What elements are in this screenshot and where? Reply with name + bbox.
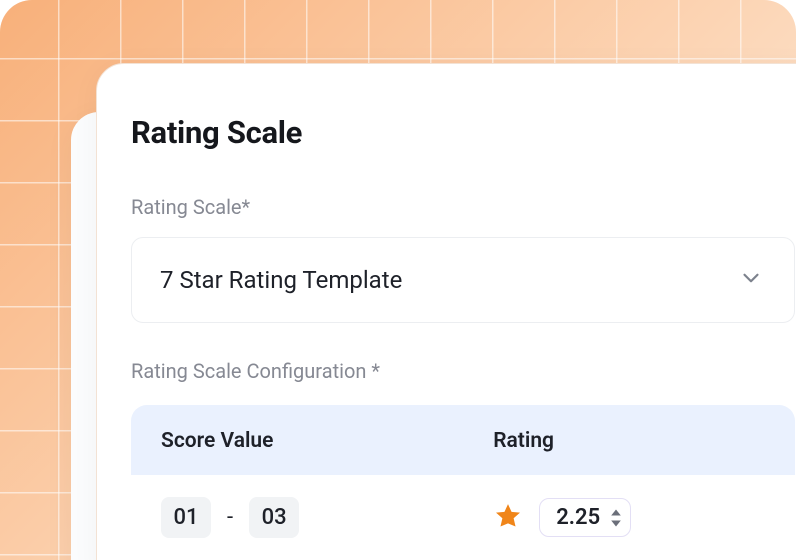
chevron-down-icon xyxy=(738,265,764,295)
column-header-rating: Rating xyxy=(493,429,765,453)
table-header-row: Score Value Rating xyxy=(131,405,795,475)
rating-cell: 2.25 xyxy=(493,498,765,537)
config-table: Score Value Rating 01 - 03 2.25 xyxy=(131,405,795,560)
stepper-down-icon[interactable] xyxy=(610,519,622,528)
background-stage: Rating Scale Rating Scale* 7 Star Rating… xyxy=(0,0,796,560)
score-from-input[interactable]: 01 xyxy=(161,497,211,538)
rating-scale-select-value: 7 Star Rating Template xyxy=(160,266,402,294)
config-section-label: Rating Scale Configuration * xyxy=(131,359,795,383)
score-value-cell: 01 - 03 xyxy=(161,497,493,538)
star-icon xyxy=(493,501,523,535)
panel-title: Rating Scale xyxy=(131,114,795,151)
score-to-input[interactable]: 03 xyxy=(249,497,299,538)
rating-scale-field-label: Rating Scale* xyxy=(131,195,795,219)
rating-scale-select[interactable]: 7 Star Rating Template xyxy=(131,237,795,323)
rating-value-stepper[interactable]: 2.25 xyxy=(539,498,631,537)
column-header-score: Score Value xyxy=(161,429,493,453)
table-row: 01 - 03 2.25 xyxy=(131,475,795,560)
score-range-separator: - xyxy=(227,505,233,530)
rating-scale-panel: Rating Scale Rating Scale* 7 Star Rating… xyxy=(96,63,796,560)
stepper-up-icon[interactable] xyxy=(610,508,622,517)
rating-value: 2.25 xyxy=(556,505,600,530)
